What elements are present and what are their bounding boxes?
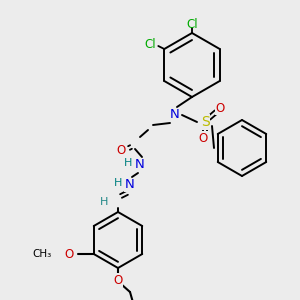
Text: CH₃: CH₃ bbox=[32, 249, 52, 259]
Text: Cl: Cl bbox=[186, 17, 198, 31]
Text: O: O bbox=[198, 131, 208, 145]
Text: H: H bbox=[100, 197, 108, 207]
Text: O: O bbox=[116, 143, 126, 157]
Text: Cl: Cl bbox=[145, 38, 156, 50]
Text: O: O bbox=[64, 248, 74, 260]
Text: N: N bbox=[125, 178, 135, 191]
Text: N: N bbox=[170, 109, 180, 122]
Text: O: O bbox=[215, 101, 225, 115]
Text: O: O bbox=[113, 274, 123, 286]
Text: N: N bbox=[135, 158, 145, 172]
Text: S: S bbox=[201, 115, 209, 129]
Text: H: H bbox=[124, 158, 132, 168]
Text: H: H bbox=[114, 178, 122, 188]
